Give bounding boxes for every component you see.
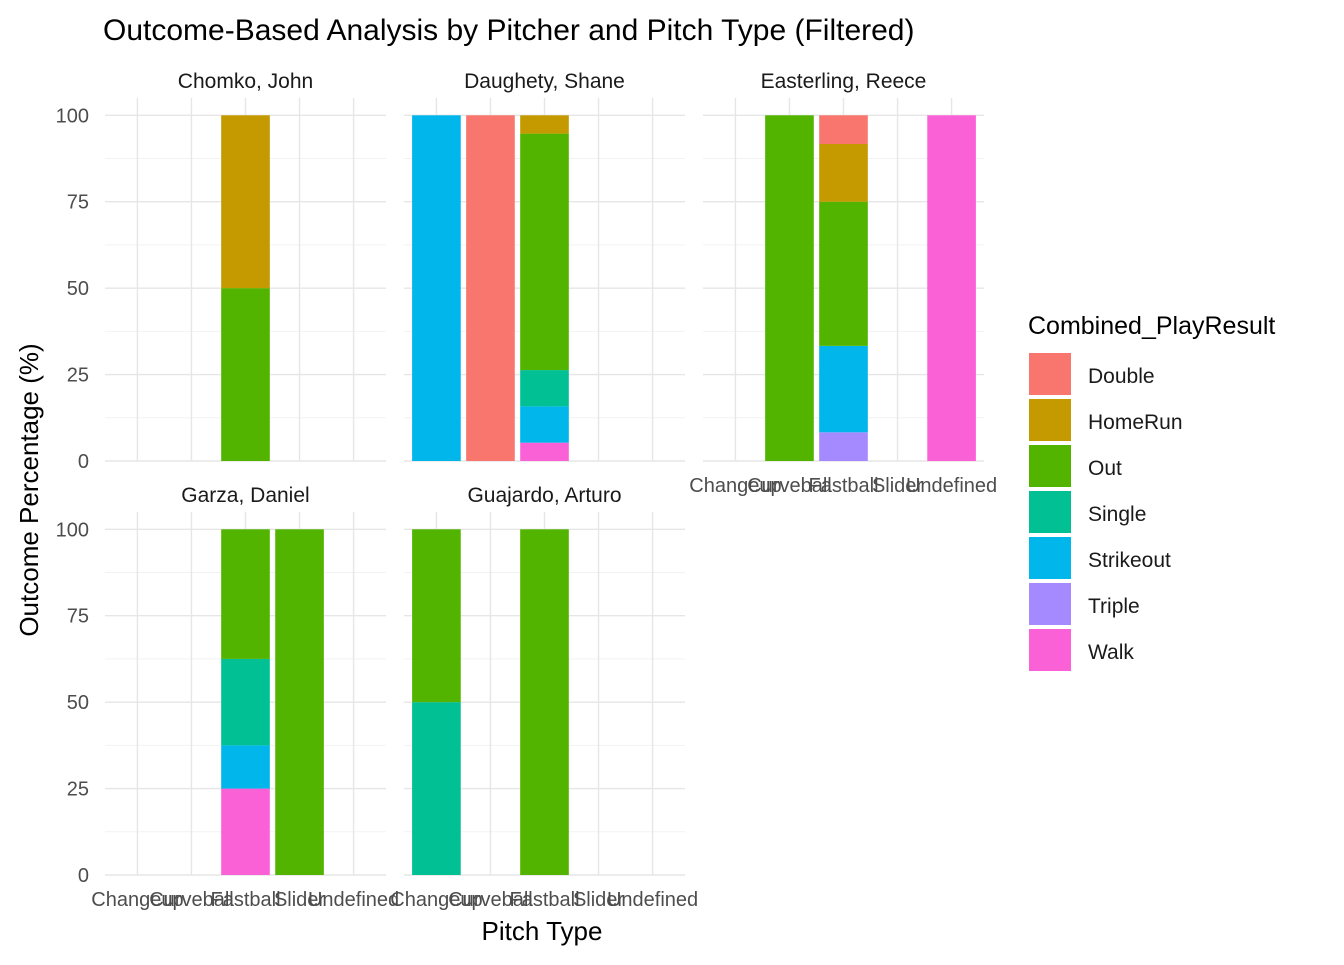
bar-segment-curveball-out: [765, 115, 814, 462]
legend-title: Combined_PlayResult: [1028, 312, 1275, 340]
y-tick-label: 50: [67, 278, 89, 300]
panel-daughety-shane: Daughety, Shane: [404, 70, 685, 462]
panel-easterling-reece: Easterling, Reece ChangeupCurveballFastba…: [689, 70, 997, 497]
legend-label-strikeout: Strikeout: [1088, 549, 1171, 572]
legend-label-triple: Triple: [1088, 595, 1140, 618]
bar-segment-fastball-strikeout: [819, 345, 868, 433]
x-tick-label: Fastball: [808, 475, 878, 497]
x-tick-label: Undefined: [308, 889, 399, 911]
facet-label-easterling-reece: Easterling, Reece: [761, 70, 927, 93]
y-tick-label: 25: [67, 779, 89, 801]
bar-segment-fastball-out: [520, 133, 569, 371]
bar-segment-fastball-double: [819, 115, 868, 144]
legend-label-double: Double: [1088, 365, 1155, 388]
bar-segment-fastball-homerun: [221, 115, 270, 289]
x-tick-label: Curveball: [747, 475, 831, 497]
bar-segment-fastball-strikeout: [221, 745, 270, 789]
bar-segment-fastball-out: [221, 288, 270, 461]
x-tick-label: Undefined: [906, 475, 997, 497]
x-tick-label: Fastball: [210, 889, 280, 911]
panel-guajardo-arturo: Guajardo, Arturo ChangeupCurveballFastbal…: [390, 484, 698, 911]
legend-key-homerun: [1029, 399, 1071, 441]
x-tick-label: Changeup: [689, 475, 781, 497]
bar-segment-fastball-walk: [520, 442, 569, 461]
legend-key-double: [1029, 353, 1071, 395]
facet-label-guajardo-arturo: Guajardo, Arturo: [467, 484, 621, 507]
bar-segment-fastball-strikeout: [520, 406, 569, 443]
bar-segment-fastball-out: [819, 201, 868, 346]
y-tick-label: 100: [56, 519, 89, 541]
legend-label-single: Single: [1088, 503, 1146, 526]
x-tick-label: Curveball: [149, 889, 233, 911]
facet-label-daughety-shane: Daughety, Shane: [464, 70, 625, 93]
y-tick-label: 0: [78, 451, 89, 473]
bar-segment-changeup-strikeout: [412, 115, 461, 462]
x-tick-label: Changeup: [91, 889, 183, 911]
legend-key-out: [1029, 445, 1071, 487]
y-tick-label: 75: [67, 606, 89, 628]
legend-label-homerun: HomeRun: [1088, 411, 1183, 434]
x-axis-label: Pitch Type: [482, 916, 603, 946]
x-tick-label: Changeup: [390, 889, 482, 911]
bar-segment-fastball-triple: [819, 432, 868, 461]
y-tick-label: 100: [56, 105, 89, 127]
bar-segment-fastball-out: [520, 529, 569, 875]
bar-segment-fastball-homerun: [819, 143, 868, 202]
panel-chomko-john: Chomko, John 0 25 50 75 100: [56, 70, 386, 473]
legend: Combined_PlayResult Double HomeRun Out Sing…: [1028, 312, 1275, 671]
bar-segment-fastball-out: [221, 529, 270, 659]
x-tick-label: Curveball: [448, 889, 532, 911]
bar-segment-curveball-double: [466, 115, 515, 462]
legend-key-triple: [1029, 583, 1071, 625]
legend-key-walk: [1029, 629, 1071, 671]
panels: Chomko, John 0 25 50 75 100 Daughety, Shane Eas…: [56, 70, 998, 911]
bar-segment-undefined-walk: [927, 115, 976, 462]
bar-segment-changeup-single: [412, 702, 461, 875]
bar-segment-fastball-walk: [221, 788, 270, 875]
bar-segment-fastball-homerun: [520, 115, 569, 134]
facet-label-garza-daniel: Garza, Daniel: [181, 484, 309, 507]
y-tick-label: 0: [78, 865, 89, 887]
x-tick-label: Slider: [872, 475, 923, 497]
bar-segment-changeup-out: [412, 529, 461, 703]
facet-label-chomko-john: Chomko, John: [178, 70, 313, 93]
legend-key-single: [1029, 491, 1071, 533]
x-tick-label: Undefined: [607, 889, 698, 911]
y-tick-label: 50: [67, 692, 89, 714]
legend-label-out: Out: [1088, 457, 1122, 480]
x-tick-label: Slider: [573, 889, 624, 911]
chart-title: Outcome-Based Analysis by Pitcher and Pi…: [103, 14, 914, 47]
y-tick-label: 25: [67, 365, 89, 387]
bar-segment-slider-out: [275, 529, 324, 875]
legend-key-strikeout: [1029, 537, 1071, 579]
x-tick-label: Fastball: [509, 889, 579, 911]
x-tick-label: Slider: [274, 889, 325, 911]
bar-segment-fastball-single: [221, 658, 270, 746]
y-axis-label: Outcome Percentage (%): [14, 343, 44, 636]
legend-label-walk: Walk: [1088, 641, 1134, 664]
panel-garza-daniel: Garza, Daniel 0 25 50 75 100 ChangeupCurveball…: [56, 484, 400, 911]
y-tick-label: 75: [67, 192, 89, 214]
bar-segment-fastball-single: [520, 370, 569, 407]
